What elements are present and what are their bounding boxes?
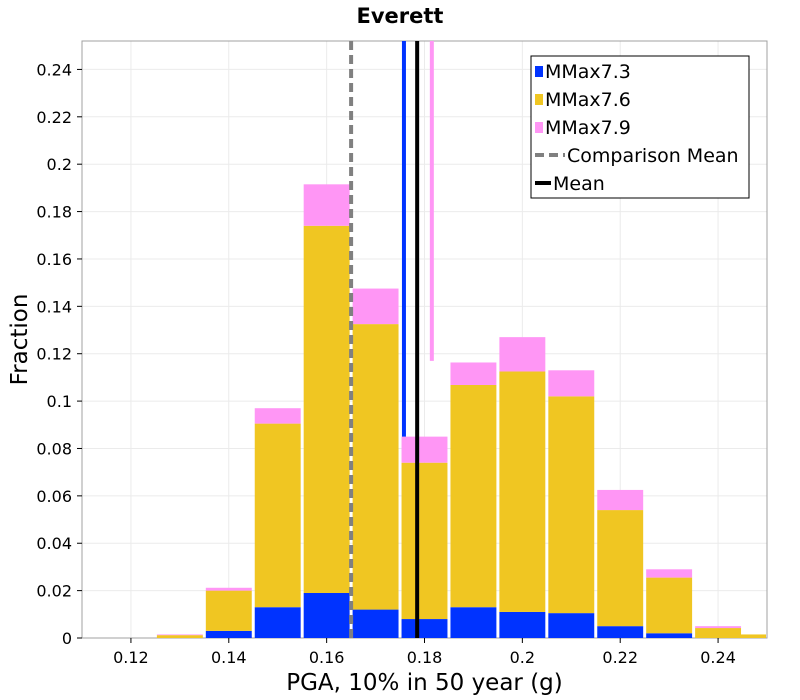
y-tick-label: 0.2 (47, 155, 72, 174)
bar-segment-mmax7-9 (548, 370, 595, 397)
x-tick-label: 0.14 (211, 648, 247, 667)
y-tick-label: 0.18 (36, 203, 72, 222)
legend-mmax7-3-label: MMax7.3 (545, 61, 631, 83)
legend: MMax7.3 MMax7.6 MMax7.9 Comparison Mean Mean (530, 55, 750, 199)
y-axis-ticks: 0 0.02 0.04 0.06 0.08 0.1 0.12 0.14 0.16 0.18 0.2 0… (36, 60, 82, 648)
y-tick-label: 0.24 (36, 60, 72, 79)
y-tick-label: 0.1 (47, 392, 72, 411)
x-axis-label: PGA, 10% in 50 year (g) (286, 670, 563, 696)
bar-segment-mmax7-9 (597, 489, 644, 511)
y-tick-label: 0.04 (36, 534, 72, 553)
y-tick-label: 0 (62, 629, 72, 648)
bar-segment-mmax7-6 (597, 510, 644, 627)
legend-mmax7-9-swatch (535, 122, 543, 133)
y-tick-label: 0.02 (36, 582, 72, 601)
bar-segment-mmax7-3 (548, 613, 595, 638)
bar-segment-edge (719, 634, 766, 638)
bar-segment-mmax7-6 (303, 225, 350, 593)
bar-segment-mmax7-3 (401, 619, 448, 638)
y-axis-label: Fraction (7, 294, 33, 386)
bar-segment-mmax7-9 (352, 288, 399, 325)
bar-segment-mmax7-6 (499, 371, 546, 612)
legend-mean-label: Mean (553, 173, 605, 195)
bar-segment-mmax7-3 (205, 630, 252, 638)
bar-segment-mmax7-3 (597, 626, 644, 638)
bar-segment-mmax7-6 (695, 628, 742, 638)
bar-segment-mmax7-6 (646, 577, 693, 634)
bar-segment-mmax7-3 (646, 633, 693, 638)
bar-segment-mmax7-3 (254, 607, 301, 638)
x-tick-label: 0.22 (602, 648, 638, 667)
legend-mmax7-9-label: MMax7.9 (545, 117, 631, 139)
bar-segment-mmax7-6 (205, 590, 252, 631)
histogram-bars (156, 184, 766, 638)
y-tick-label: 0.22 (36, 108, 72, 127)
bar-segment-mmax7-9 (695, 626, 742, 629)
bar-segment-mmax7-9 (254, 408, 301, 424)
bar-segment-mmax7-3 (450, 607, 497, 638)
bar-segment-mmax7-6 (548, 396, 595, 614)
x-axis-ticks: 0.12 0.14 0.16 0.18 0.2 0.22 0.24 (113, 638, 736, 667)
legend-box (530, 55, 750, 199)
legend-mmax7-6-label: MMax7.6 (545, 89, 631, 111)
bar-segment-mmax7-6 (450, 384, 497, 608)
x-tick-label: 0.16 (309, 648, 345, 667)
y-tick-label: 0.08 (36, 439, 72, 458)
x-tick-label: 0.12 (113, 648, 149, 667)
bar-segment-mmax7-9 (156, 634, 203, 636)
y-tick-label: 0.06 (36, 487, 72, 506)
bar-segment-mmax7-6 (401, 462, 448, 620)
x-tick-label: 0.18 (407, 648, 443, 667)
x-tick-label: 0.24 (700, 648, 736, 667)
bar-segment-mmax7-9 (499, 337, 546, 372)
bar-segment-mmax7-9 (646, 569, 693, 578)
x-tick-label: 0.2 (510, 648, 535, 667)
y-tick-label: 0.16 (36, 250, 72, 269)
chart-title: Everett (357, 4, 444, 28)
bar-segment-mmax7-9 (303, 184, 350, 226)
legend-comparison-mean-label: Comparison Mean (567, 145, 739, 167)
bar-segment-mmax7-9 (401, 436, 448, 463)
bar-segment-mmax7-9 (450, 362, 497, 385)
bar-segment-mmax7-3 (303, 592, 350, 638)
y-tick-label: 0.14 (36, 297, 72, 316)
bar-segment-mmax7-6 (156, 635, 203, 638)
bar-segment-mmax7-6 (352, 324, 399, 610)
bar-segment-mmax7-3 (352, 609, 399, 638)
legend-mmax7-3-swatch (535, 66, 543, 77)
bar-segment-mmax7-3 (499, 611, 546, 638)
bar-segment-mmax7-9 (205, 587, 252, 591)
mean-lines (349, 41, 434, 638)
y-tick-label: 0.12 (36, 345, 72, 364)
legend-mmax7-6-swatch (535, 94, 543, 105)
bar-segment-mmax7-6 (254, 423, 301, 608)
